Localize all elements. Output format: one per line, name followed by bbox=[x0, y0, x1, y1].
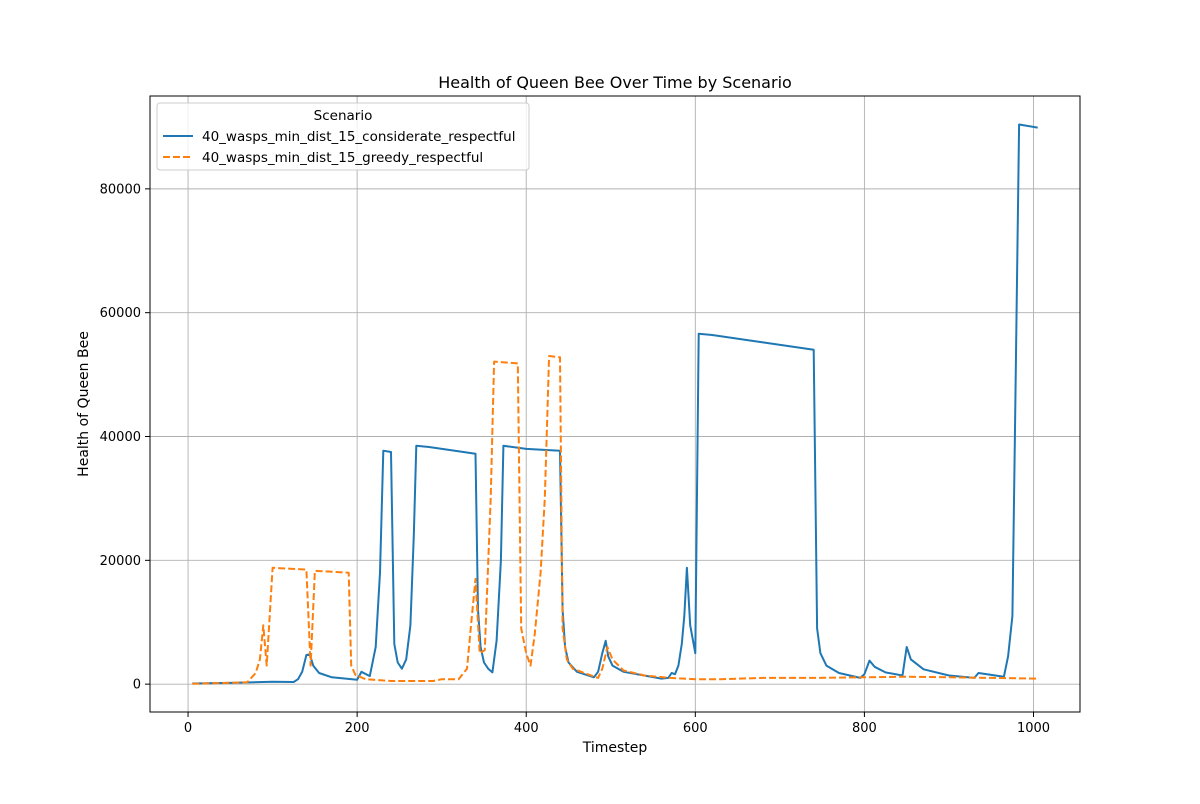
legend-label-considerate: 40_wasps_min_dist_15_considerate_respect… bbox=[202, 129, 515, 145]
series-line-0 bbox=[192, 123, 1038, 685]
x-tick-label: 0 bbox=[184, 721, 192, 736]
plot-frame bbox=[149, 95, 1081, 713]
y-axis-label: Health of Queen Bee bbox=[76, 331, 92, 477]
y-tick-label: 20000 bbox=[100, 554, 141, 569]
legend-label-greedy: 40_wasps_min_dist_15_greedy_respectful bbox=[202, 150, 483, 166]
legend-box bbox=[156, 102, 530, 171]
y-tick-label: 0 bbox=[133, 678, 141, 693]
legend: Scenario 40_wasps_min_dist_15_considerat… bbox=[156, 102, 530, 171]
series-lines bbox=[192, 123, 1038, 685]
chart-title: Health of Queen Bee Over Time by Scenari… bbox=[438, 73, 792, 92]
x-axis-label: Timestep bbox=[582, 740, 648, 756]
y-tick-label: 40000 bbox=[100, 430, 141, 445]
x-tick-label: 1000 bbox=[1017, 721, 1050, 736]
x-tick-label: 600 bbox=[683, 721, 708, 736]
y-tick-label: 80000 bbox=[100, 182, 141, 197]
grid-lines bbox=[150, 96, 1080, 712]
legend-title: Scenario bbox=[314, 108, 373, 124]
x-tick-label: 800 bbox=[852, 721, 877, 736]
x-tick-label: 400 bbox=[514, 721, 539, 736]
series-line-1 bbox=[192, 355, 1038, 685]
axis-ticks: 0 200 400 600 800 1000 0 20000 40000 60000 80000 bbox=[100, 182, 1050, 736]
x-tick-label: 200 bbox=[345, 721, 370, 736]
y-tick-label: 60000 bbox=[100, 306, 141, 321]
